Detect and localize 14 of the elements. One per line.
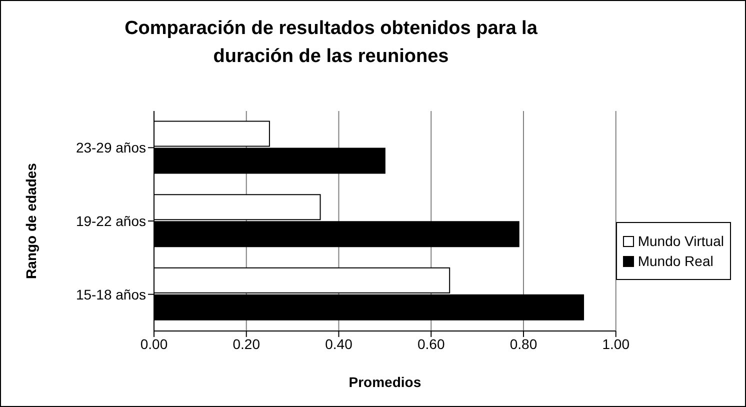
y-tick-label: 23-29 años [76,140,146,156]
x-tick-label: 0.20 [232,336,260,352]
y-axis-title: Rango de edades [22,162,39,279]
x-tick-label: 0.60 [417,336,445,352]
legend-label: Mundo Virtual [638,233,724,249]
y-tick-label: 19-22 años [76,212,146,229]
x-axis-title: Promedios [348,374,422,390]
x-tick-label: 1.00 [602,336,630,352]
x-tick-label: 0.40 [325,336,353,352]
y-tick-label: 15-18 años [76,286,146,302]
x-tick-label: 0.80 [510,336,538,352]
legend-label: Mundo Real [638,253,714,269]
chart-title: Comparación de resultados obtenidos para la duración de las reuniones [124,17,538,69]
x-tick-label: 0.00 [140,336,168,352]
